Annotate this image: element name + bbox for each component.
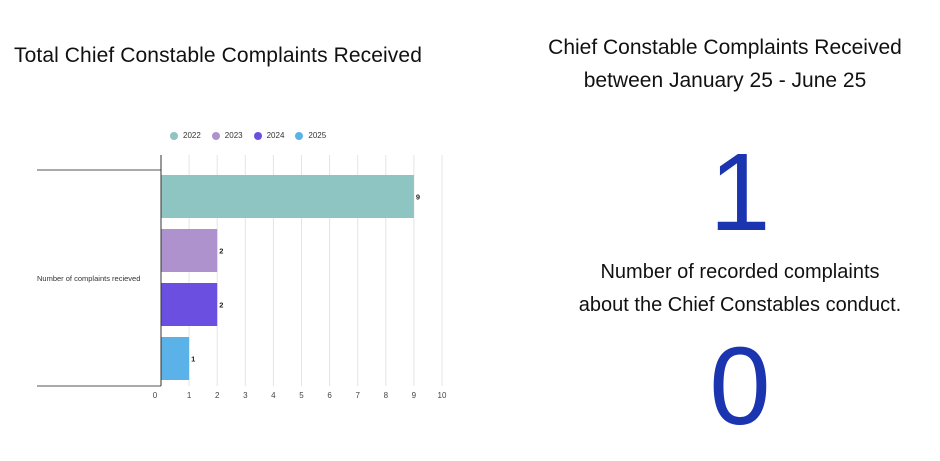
x-tick-label: 2	[215, 391, 220, 400]
legend-item-2022: 2022	[170, 131, 201, 140]
recorded-complaints-label-line1: Number of recorded complaints	[600, 261, 880, 283]
legend-label-2023: 2023	[224, 131, 243, 140]
summary-panel: Chief Constable Complaints Received betw…	[520, 0, 940, 461]
bar-2025	[161, 337, 190, 380]
x-tick-label: 10	[438, 391, 447, 400]
x-tick-label: 6	[327, 391, 332, 400]
legend-swatch-2025	[295, 131, 304, 140]
legend-item-2025: 2025	[295, 131, 326, 140]
recorded-complaints-count: 0	[709, 325, 771, 448]
data-label-2024: 2	[219, 301, 223, 310]
x-tick-label: 8	[384, 391, 389, 400]
x-tick-label: 1	[187, 391, 192, 400]
recorded-complaints-label-line2: about the Chief Constables conduct.	[578, 294, 902, 316]
x-tick-label: 5	[299, 391, 304, 400]
data-label-2022: 9	[416, 193, 420, 202]
complaints-received-count: 1	[709, 131, 771, 254]
chart-title: Total Chief Constable Complaints Receive…	[14, 44, 422, 67]
legend-label-2025: 2025	[308, 131, 327, 140]
bar-2024	[161, 283, 218, 326]
chart-legend: 2022 2023 2024 2025	[170, 131, 326, 140]
category-label: Number of complaints recieved	[37, 274, 140, 283]
legend-swatch-2023	[211, 131, 220, 140]
x-tick-label: 0	[153, 391, 158, 400]
legend-item-2023: 2023	[211, 131, 243, 140]
x-tick-label: 9	[412, 391, 417, 400]
data-label-2023: 2	[219, 247, 223, 256]
x-tick-label: 7	[355, 391, 360, 400]
x-tick-label: 4	[271, 391, 276, 400]
bar-2023	[161, 229, 218, 272]
data-label-2025: 1	[191, 355, 195, 364]
summary-title-line1: Chief Constable Complaints Received	[548, 36, 902, 59]
summary-title-line2: between January 25 - June 25	[583, 69, 867, 92]
legend-label-2024: 2024	[266, 131, 285, 140]
legend-item-2024: 2024	[253, 131, 285, 140]
legend-label-2022: 2022	[183, 131, 201, 140]
legend-swatch-2022	[170, 131, 178, 140]
x-tick-label: 3	[243, 391, 248, 400]
legend-swatch-2024	[253, 131, 262, 140]
bar-2022	[161, 175, 414, 218]
